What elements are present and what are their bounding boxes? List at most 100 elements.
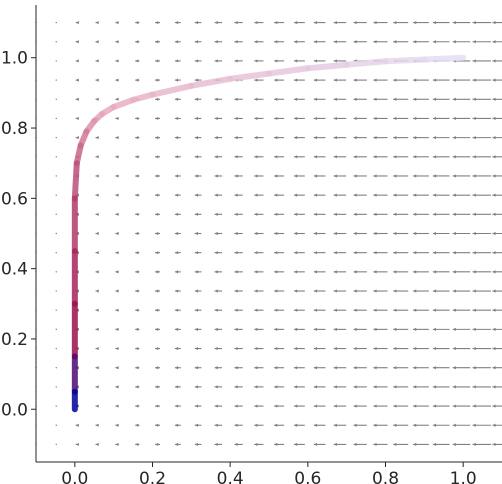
x-tick-label: 0.0 (61, 469, 88, 484)
field-arrow (432, 97, 450, 101)
trajectory-segment (304, 61, 350, 72)
field-arrow (373, 346, 388, 351)
field-arrow (413, 327, 429, 331)
field-arrow (353, 231, 367, 236)
field-arrow (214, 423, 223, 427)
field-arrow (413, 174, 429, 178)
field-arrow (194, 136, 202, 140)
field-arrow (274, 423, 285, 427)
field-arrow (353, 346, 367, 351)
field-arrow (293, 231, 305, 236)
field-arrow (155, 270, 161, 274)
field-arrow (214, 40, 223, 44)
field-arrow (313, 423, 326, 427)
field-arrow (254, 251, 264, 255)
trajectory-segment (382, 56, 428, 65)
field-arrow (234, 423, 243, 427)
field-arrow (194, 251, 202, 255)
field-arrow (194, 20, 202, 25)
field-arrow (234, 59, 243, 63)
field-arrow (313, 212, 326, 216)
x-tick-label: 0.2 (139, 469, 166, 484)
field-arrow (254, 308, 264, 312)
field-arrow (393, 136, 409, 140)
field-arrow (214, 346, 223, 351)
field-arrow (274, 308, 285, 312)
field-arrow (174, 155, 181, 159)
field-arrow (234, 116, 243, 121)
field-arrow (393, 20, 409, 25)
field-arrow (413, 442, 429, 447)
field-arrow (432, 289, 450, 293)
field-arrow (274, 40, 285, 44)
field-arrow (174, 366, 181, 370)
field-arrow (155, 78, 161, 82)
field-arrow (254, 346, 264, 351)
field-arrow (274, 442, 285, 447)
field-arrow (194, 385, 202, 389)
field-arrow (432, 308, 450, 312)
field-arrow (135, 212, 140, 216)
field-arrow (75, 136, 79, 140)
field-arrow (254, 385, 264, 389)
field-arrow (293, 116, 305, 121)
field-arrow (135, 78, 140, 82)
field-arrow (373, 174, 388, 178)
field-arrow (313, 136, 326, 140)
field-arrow (115, 404, 119, 408)
field-arrow (234, 308, 243, 312)
field-arrow (95, 423, 99, 427)
field-arrow (214, 193, 223, 197)
field-arrow (393, 404, 409, 408)
field-arrow (174, 97, 181, 101)
field-arrow (492, 231, 502, 236)
field-arrow (115, 251, 119, 255)
field-arrow (274, 385, 285, 389)
field-arrow (95, 20, 99, 25)
field-arrow (115, 270, 119, 274)
field-arrow (174, 423, 181, 427)
field-arrow (293, 385, 305, 389)
field-arrow (194, 59, 202, 63)
field-arrow (254, 97, 264, 101)
field-arrow (353, 289, 367, 293)
field-arrow (115, 97, 119, 101)
field-arrow (274, 97, 285, 101)
field-arrow (214, 308, 223, 312)
field-arrow (333, 20, 347, 25)
field-arrow (472, 423, 491, 427)
field-arrow (115, 385, 119, 389)
field-arrow (234, 97, 243, 101)
field-arrow (413, 385, 429, 389)
field-arrow (373, 327, 388, 331)
field-arrow (95, 136, 99, 140)
field-arrow (254, 404, 264, 408)
field-arrow (234, 404, 243, 408)
field-arrow (155, 40, 161, 44)
field-arrow (254, 40, 264, 44)
field-arrow (95, 251, 99, 255)
field-arrow (214, 20, 223, 25)
y-tick-label: 0.2 (1, 330, 28, 350)
field-arrow (432, 366, 450, 370)
field-arrow (393, 366, 409, 370)
field-arrow (174, 270, 181, 274)
field-arrow (214, 174, 223, 178)
field-arrow (174, 20, 181, 25)
field-arrow (174, 136, 181, 140)
field-arrow (492, 136, 502, 140)
field-arrow (333, 59, 347, 63)
field-arrow (472, 442, 491, 447)
field-arrow (492, 155, 502, 159)
field-arrow (174, 59, 181, 63)
trajectory-segment (71, 160, 80, 202)
field-arrow (373, 308, 388, 312)
field-arrow (472, 116, 491, 121)
field-arrow (313, 251, 326, 255)
field-arrow (95, 327, 99, 331)
field-arrow (155, 404, 161, 408)
field-arrow (55, 367, 57, 369)
field-arrow (174, 404, 181, 408)
field-arrow (452, 366, 471, 370)
